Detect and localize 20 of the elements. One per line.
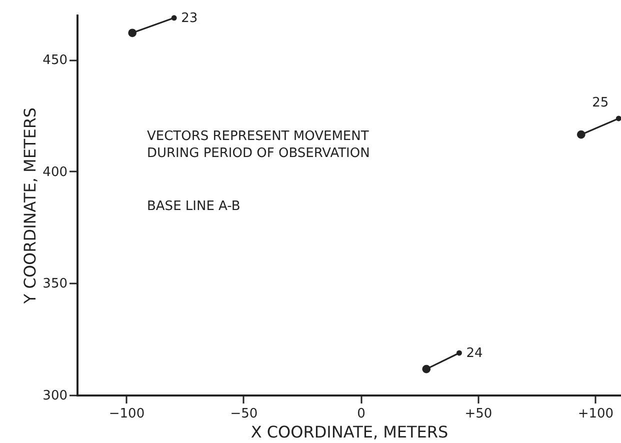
x-axis-title: X COORDINATE, METERS — [250, 422, 448, 442]
x-tick-label: 0 — [357, 406, 366, 422]
y-axis-title: Y COORDINATE, METERS — [20, 107, 40, 305]
y-tick-label: 350 — [42, 276, 68, 292]
x-tick-label: +50 — [464, 406, 492, 422]
point — [128, 28, 137, 38]
point — [456, 350, 462, 356]
y-tick-label: 300 — [42, 388, 68, 404]
x-tick-label: +100 — [578, 406, 614, 422]
annotation: BASE LINE A-B — [147, 199, 240, 214]
annotation: 24 — [466, 346, 483, 361]
y-tick-label: 450 — [42, 53, 68, 68]
x-tick-label: −50 — [230, 406, 258, 422]
y-tick-label: 400 — [42, 164, 68, 180]
annotation: 25 — [592, 95, 609, 110]
annotation: VECTORS REPRESENT MOVEMENT DURING PERIOD OF OBSERVATION — [147, 129, 370, 161]
annotation: 23 — [181, 10, 198, 26]
point — [171, 15, 177, 21]
x-tick-label: −100 — [108, 406, 145, 422]
point — [422, 364, 431, 374]
